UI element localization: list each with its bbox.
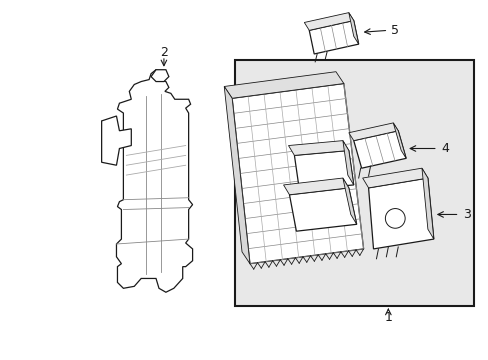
Polygon shape	[224, 86, 249, 264]
Polygon shape	[308, 21, 358, 54]
Polygon shape	[151, 70, 168, 82]
Polygon shape	[342, 178, 356, 224]
Polygon shape	[283, 178, 348, 195]
Polygon shape	[348, 123, 397, 141]
Polygon shape	[116, 70, 192, 292]
Polygon shape	[224, 72, 343, 98]
Polygon shape	[342, 141, 353, 185]
Polygon shape	[288, 141, 348, 156]
Polygon shape	[235, 60, 473, 306]
Text: 4: 4	[441, 142, 448, 155]
Polygon shape	[102, 116, 131, 165]
Text: 3: 3	[463, 208, 470, 221]
Polygon shape	[304, 13, 353, 30]
Polygon shape	[232, 84, 363, 264]
Text: 1: 1	[384, 311, 391, 324]
Text: 2: 2	[160, 45, 167, 59]
Polygon shape	[362, 168, 427, 188]
Polygon shape	[368, 178, 433, 249]
Polygon shape	[392, 123, 406, 158]
Polygon shape	[348, 13, 358, 44]
Polygon shape	[289, 188, 356, 231]
Polygon shape	[353, 131, 406, 168]
Circle shape	[385, 208, 405, 228]
Polygon shape	[421, 168, 433, 239]
Polygon shape	[294, 150, 353, 190]
Text: 5: 5	[390, 24, 398, 37]
